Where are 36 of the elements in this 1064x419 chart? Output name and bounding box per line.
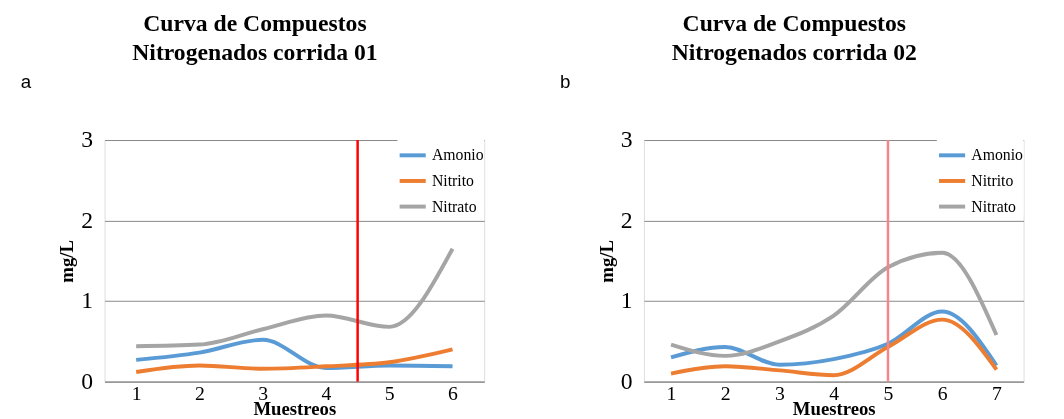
text: a bbox=[20, 70, 32, 92]
y-tick-label: 1 bbox=[81, 287, 94, 314]
text: b bbox=[560, 70, 571, 92]
x-tick-label: 3 bbox=[775, 381, 786, 404]
line-series bbox=[669, 309, 999, 368]
x-tick-label: 5 bbox=[384, 381, 395, 404]
line-series bbox=[669, 317, 999, 378]
y-tick-label: 3 bbox=[81, 126, 94, 153]
x-tick-label: 6 bbox=[937, 381, 948, 404]
legend-label: Nitrato bbox=[971, 197, 1017, 215]
y-tick-label: 2 bbox=[620, 206, 633, 233]
legend-label: Amonio bbox=[431, 146, 484, 164]
x-tick-label: 6 bbox=[448, 381, 459, 404]
y-tick-label: 0 bbox=[620, 368, 633, 395]
x-tick-label: 7 bbox=[992, 381, 1003, 404]
chart-title: Curva de Compuestos Nitrogenados corrida 02 bbox=[671, 9, 917, 66]
x-tick-label: 5 bbox=[883, 381, 894, 404]
y-tick-label: 2 bbox=[81, 206, 94, 233]
x-tick-label: 1 bbox=[131, 381, 142, 404]
y-axis-title: mg/L bbox=[56, 240, 78, 283]
line-series bbox=[134, 246, 455, 349]
legend-label: Nitrito bbox=[971, 171, 1014, 189]
y-tick-label: 1 bbox=[620, 287, 633, 314]
x-tick-label: 2 bbox=[195, 381, 205, 404]
line-series bbox=[669, 250, 999, 358]
x-tick-label: 1 bbox=[666, 381, 677, 404]
line-series bbox=[134, 347, 455, 374]
chart-title: Curva de Compuestos Nitrogenados corrida 01 bbox=[132, 9, 378, 66]
y-axis-title: mg/L bbox=[595, 240, 617, 283]
legend-label: Amonio bbox=[971, 146, 1024, 164]
x-tick-label: 2 bbox=[720, 381, 731, 404]
x-tick-label: 4 bbox=[321, 381, 332, 404]
y-tick-label: 0 bbox=[81, 368, 94, 395]
y-tick-label: 3 bbox=[620, 126, 633, 153]
legend-label: Nitrito bbox=[431, 171, 475, 189]
legend-label: Nitrato bbox=[431, 197, 477, 215]
